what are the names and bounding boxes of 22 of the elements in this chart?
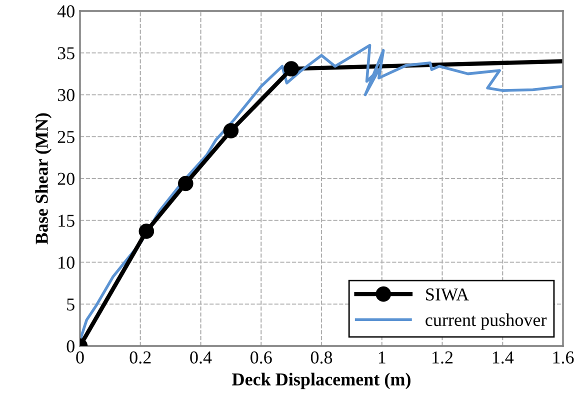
x-tick-label: 1.6 [553, 351, 574, 364]
y-tick-label: 40 [57, 5, 74, 18]
legend-label: current pushover [426, 313, 547, 330]
x-tick-label: 1.4 [492, 351, 514, 364]
y-tick-label: 20 [58, 172, 74, 185]
y-tick-label: 5 [67, 298, 74, 311]
y-tick-label: 30 [58, 89, 74, 102]
x-tick-label: 0.6 [250, 351, 272, 364]
x-axis-title: Deck Displacement (m) [232, 372, 410, 390]
y-tick-label: 35 [58, 47, 74, 60]
y-tick-label: 10 [58, 256, 74, 269]
legend-label: SIWA [426, 288, 469, 301]
x-tick-label: 0 [76, 351, 84, 364]
x-tick-label: 1 [378, 351, 386, 364]
y-axis-title: Base Shear (MN) [35, 113, 52, 244]
y-tick-label: 0 [66, 340, 74, 352]
x-tick-label: 0.4 [190, 351, 212, 364]
y-tick-label: 15 [58, 214, 74, 227]
y-tick-label: 25 [58, 130, 74, 144]
x-tick-label: 0.8 [310, 351, 332, 364]
x-tick-label: 0.2 [130, 351, 151, 364]
x-tick-label: 1.2 [432, 351, 453, 364]
